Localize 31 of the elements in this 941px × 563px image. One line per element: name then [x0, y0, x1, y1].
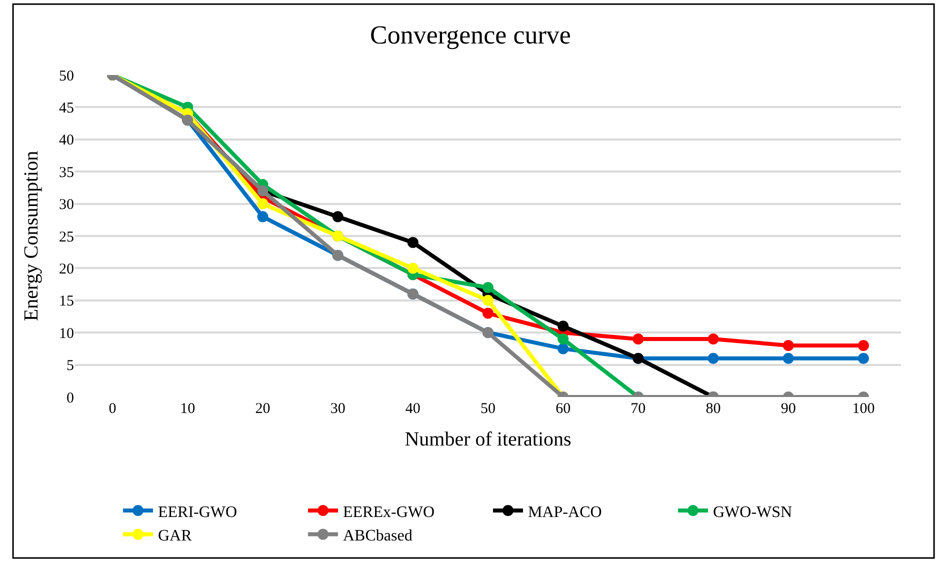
y-tick-label: 40 — [59, 132, 74, 149]
x-tick-label: 20 — [255, 401, 270, 417]
x-tick-label: 40 — [405, 401, 420, 417]
y-axis-title: Energy Consumption — [20, 150, 42, 322]
y-tick-label: 30 — [59, 197, 74, 214]
y-tick-label: 50 — [59, 68, 74, 84]
legend-label: GWO-WSN — [713, 504, 793, 521]
x-tick-label: 80 — [706, 401, 721, 417]
x-tick-label: 90 — [780, 401, 796, 417]
chart-title: Convergence curve — [370, 20, 571, 50]
y-tick-label: 45 — [59, 100, 74, 116]
y-tick-label: 10 — [59, 326, 74, 342]
x-tick-label: 10 — [180, 401, 196, 417]
x-axis-title: Number of iterations — [404, 428, 572, 450]
y-tick-label: 35 — [59, 164, 74, 181]
y-tick-label: 0 — [66, 390, 74, 406]
legend-label: EEREx-GWO — [343, 504, 435, 521]
y-tick-label: 25 — [59, 229, 74, 246]
y-tick-label: 5 — [66, 358, 74, 374]
x-tick-label: 100 — [852, 401, 875, 417]
y-tick-label: 20 — [59, 261, 74, 278]
y-tick-label: 15 — [59, 294, 74, 310]
legend-label: GAR — [158, 528, 192, 545]
x-tick-label: 30 — [330, 401, 346, 417]
legend-label: MAP-ACO — [528, 504, 602, 521]
legend-label: EERI-GWO — [158, 504, 238, 521]
legend-label: ABCbased — [343, 528, 412, 545]
x-tick-label: 70 — [630, 401, 646, 417]
x-tick-label: 0 — [108, 401, 116, 417]
x-tick-label: 60 — [556, 401, 571, 417]
x-tick-label: 50 — [480, 401, 496, 417]
